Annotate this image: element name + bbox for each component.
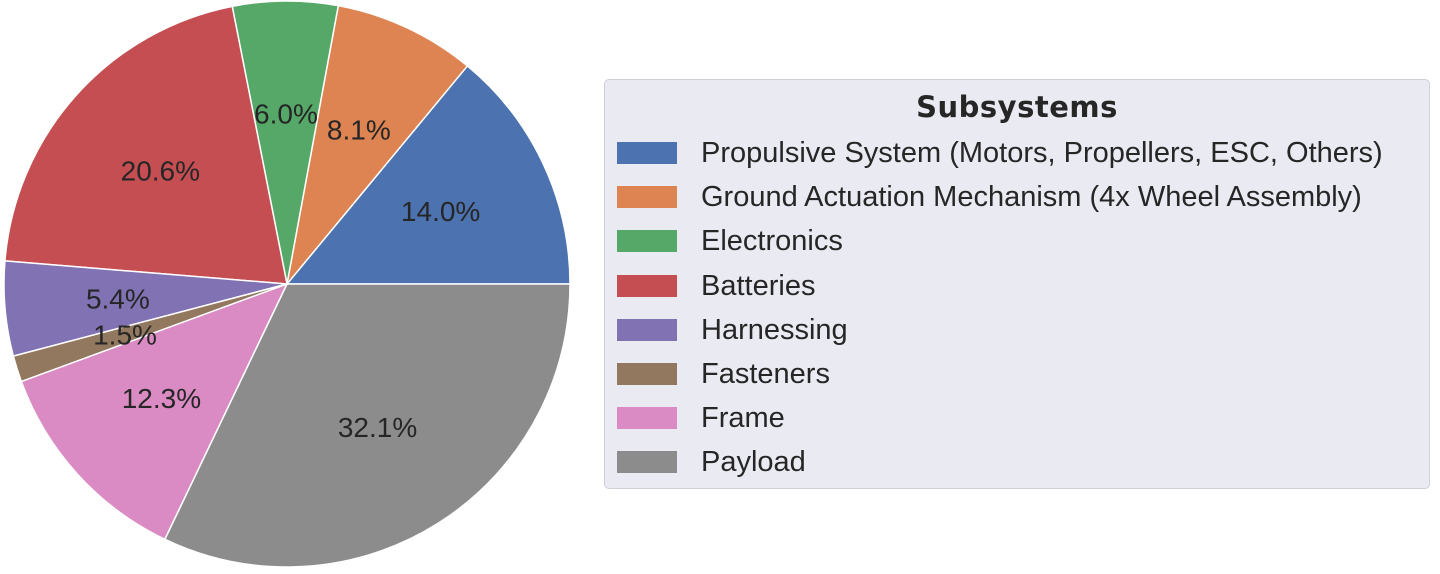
legend-label: Propulsive System (Motors, Propellers, E… bbox=[701, 137, 1383, 169]
pie-slice bbox=[4, 5, 288, 285]
legend-item: Harnessing bbox=[617, 309, 1427, 353]
pie-slice-label: 12.3% bbox=[122, 383, 201, 414]
legend-swatch bbox=[617, 186, 677, 209]
legend-swatch bbox=[617, 142, 677, 164]
legend-item: Batteries bbox=[617, 265, 1427, 309]
legend-label: Fasteners bbox=[701, 357, 830, 390]
pie-slice bbox=[20, 283, 288, 541]
legend-label: Payload bbox=[701, 446, 806, 479]
pie-slice-label: 8.1% bbox=[327, 115, 391, 146]
legend-label: Ground Actuation Mechanism (4x Wheel Ass… bbox=[701, 181, 1362, 214]
pie-slice-label: 5.4% bbox=[86, 283, 150, 314]
pie-slice-label: 1.5% bbox=[93, 319, 157, 350]
pie-slices bbox=[3, 0, 571, 568]
pie-slice-label: 6.0% bbox=[254, 99, 318, 130]
legend-label: Frame bbox=[701, 402, 785, 435]
legend-item: Propulsive System (Motors, Propellers, E… bbox=[617, 132, 1427, 176]
pie-slice-labels: 14.0% 8.1% 6.0% 20.6% 5.4% 1.5% 12.3% 32.1% bbox=[86, 99, 480, 443]
legend-label: Harnessing bbox=[701, 313, 848, 346]
legend-swatch bbox=[617, 362, 677, 385]
legend-item: Ground Actuation Mechanism (4x Wheel Ass… bbox=[617, 176, 1427, 220]
legend-swatch bbox=[617, 318, 677, 341]
pie-slice-label: 14.0% bbox=[401, 196, 480, 227]
legend-swatch bbox=[617, 451, 677, 474]
legend-swatch bbox=[617, 274, 677, 297]
legend-swatch bbox=[617, 230, 677, 253]
legend-item: Payload bbox=[617, 441, 1427, 485]
legend-label: Batteries bbox=[701, 269, 816, 302]
legend-item: Fasteners bbox=[617, 353, 1427, 397]
legend-swatch bbox=[617, 407, 677, 430]
pie-slice bbox=[286, 4, 469, 285]
legend: Subsystems Propulsive System (Motors, Pr… bbox=[604, 79, 1430, 489]
pie-slice-label: 32.1% bbox=[338, 412, 417, 443]
legend-item: Electronics bbox=[617, 220, 1427, 264]
pie-chart: 14.0% 8.1% 6.0% 20.6% 5.4% 1.5% 12.3% 32.1% bbox=[3, 0, 571, 568]
pie-slice-label: 20.6% bbox=[121, 155, 200, 186]
legend-list: Propulsive System (Motors, Propellers, E… bbox=[617, 132, 1427, 486]
legend-title: Subsystems bbox=[916, 90, 1118, 124]
pie-slice bbox=[286, 65, 571, 285]
pie-slice bbox=[164, 283, 571, 568]
legend-label: Electronics bbox=[701, 225, 843, 258]
legend-item: Frame bbox=[617, 397, 1427, 441]
